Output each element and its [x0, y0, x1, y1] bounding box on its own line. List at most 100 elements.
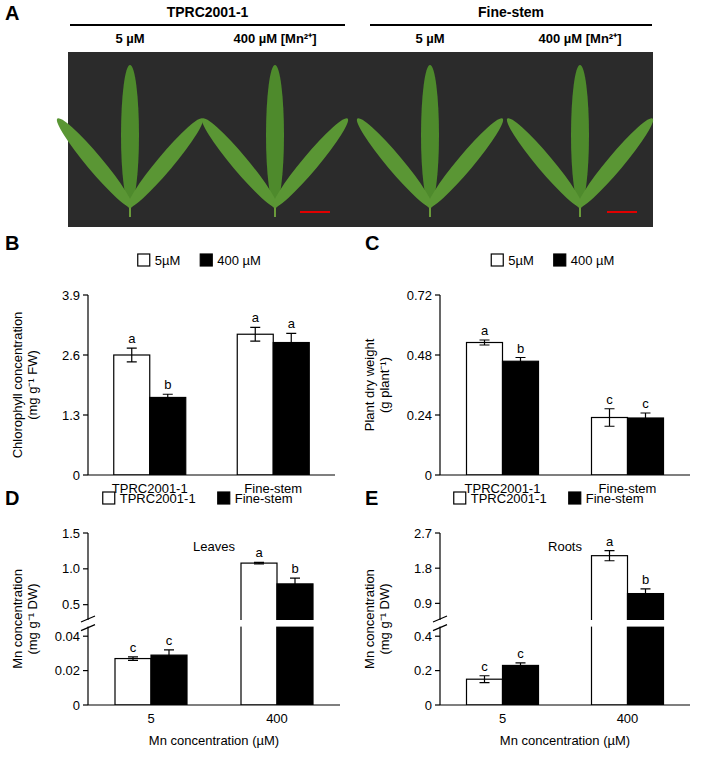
bar [115, 659, 151, 705]
legend-swatch [218, 492, 230, 504]
y-tick [83, 474, 88, 475]
y-tick [83, 294, 88, 295]
y-tick [83, 636, 88, 637]
x-tick-label: 5 [499, 711, 506, 726]
significance-letter: c [481, 659, 488, 674]
leaflet [351, 113, 438, 212]
significance-letter: c [642, 396, 649, 411]
axes: 00.20.40.91.82.75400Mn concentration (µM… [362, 526, 690, 749]
legend-swatch [103, 492, 115, 504]
error-bar [641, 413, 651, 423]
bar [273, 343, 309, 475]
y-tick-label: 3.9 [62, 288, 80, 303]
y-axis-label: Mn concentration(mg g⁻¹ DW) [10, 569, 40, 669]
y-tick [83, 604, 88, 605]
y-tick-label: 0.4 [414, 629, 432, 644]
legend-swatch [454, 492, 466, 504]
y-tick [83, 670, 88, 671]
legend-swatch [491, 254, 503, 266]
chart: C5µM400 µMacbc00.240.480.72TPRC2001-1Fin… [362, 232, 690, 496]
axis-break-mark [433, 616, 447, 631]
panel-letter: D [5, 487, 19, 509]
y-tick [435, 568, 440, 569]
x-axis [88, 704, 340, 705]
axes: 01.32.63.9TPRC2001-1Fine-stemChlorophyll… [10, 288, 335, 497]
legend-swatch [569, 492, 581, 504]
y-tick [435, 704, 440, 705]
y-tick-label: 0.5 [62, 597, 80, 612]
chart: B5µM400 µMaaba01.32.63.9TPRC2001-1Fine-s… [5, 232, 335, 496]
error-bar [290, 578, 300, 589]
y-axis-label-line: (mg g⁻¹ DW) [377, 583, 392, 654]
y-tick-label: 2.7 [414, 526, 432, 541]
y-tick-label: 1.5 [62, 526, 80, 541]
leaflet [571, 65, 589, 205]
y-axis-label: Plant dry weight(g plant⁻¹) [362, 338, 392, 431]
y-tick [83, 568, 88, 569]
legend-swatch [200, 254, 212, 266]
group-label: Fine-stem [478, 4, 544, 20]
photo [68, 52, 653, 227]
y-tick [435, 532, 440, 533]
leaflet [266, 65, 284, 205]
y-axis-label-line: (g plant⁻¹) [377, 357, 392, 413]
significance-letter: b [164, 377, 171, 392]
y-tick-label: 0 [425, 468, 432, 483]
y-tick [435, 474, 440, 475]
error-bar [605, 409, 615, 427]
y-tick [435, 670, 440, 671]
plot-area [114, 327, 310, 475]
group-label: TPRC2001-1 [167, 4, 249, 20]
chart: ETPRC2001-1Fine-stemcacb00.20.40.91.82.7… [362, 487, 690, 748]
plot-area [467, 551, 664, 705]
y-tick-label: 1.3 [62, 408, 80, 423]
significance-letter: b [642, 572, 649, 587]
leaf [51, 65, 209, 217]
leaflet [51, 113, 138, 212]
x-axis-label: Mn concentration (µM) [500, 733, 630, 748]
leaflet [572, 113, 659, 212]
bar-letters: cacb [130, 545, 299, 654]
y-axis-label-line: (mg g⁻¹ FW) [25, 350, 40, 420]
axis-break-gap [80, 620, 340, 627]
y-tick-label: 0 [73, 468, 80, 483]
plot-area [467, 340, 664, 475]
y-tick-label: 0.04 [55, 629, 80, 644]
bar [241, 563, 277, 705]
bar [150, 397, 186, 475]
leaf [196, 65, 354, 217]
y-tick [435, 354, 440, 355]
y-tick [83, 704, 88, 705]
leaf [351, 65, 509, 217]
significance-letter: b [291, 561, 298, 576]
panel-letter: E [365, 487, 378, 509]
leaflet [422, 113, 509, 212]
y-tick-label: 0.02 [55, 663, 80, 678]
y-tick-label: 0.2 [414, 663, 432, 678]
legend-label: TPRC2001-1 [120, 491, 196, 506]
leaflet [421, 65, 439, 205]
y-tick [83, 532, 88, 533]
legend-swatch [138, 254, 150, 266]
figure: ATPRC2001-15 µM400 µM [Mn²⁺]Fine-stem5 µ… [0, 0, 721, 784]
significance-letter: a [128, 331, 136, 346]
y-tick [83, 414, 88, 415]
y-tick-label: 0.48 [407, 348, 432, 363]
error-bar [605, 551, 615, 561]
y-tick-label: 1.8 [414, 561, 432, 576]
bar-letters: aaba [128, 310, 296, 392]
y-axis [439, 295, 440, 475]
y-tick-label: 0.9 [414, 596, 432, 611]
error-bar [286, 333, 296, 351]
significance-letter: a [255, 545, 263, 560]
condition-label: 5 µM [115, 31, 144, 46]
legend: 5µM400 µM [491, 253, 614, 268]
chart: DTPRC2001-1Fine-stemcacb00.020.040.51.01… [5, 487, 340, 748]
error-bar [127, 348, 137, 362]
error-bar [164, 650, 174, 660]
legend-label: TPRC2001-1 [471, 491, 547, 506]
leaf [501, 65, 659, 217]
axes: 00.240.480.72TPRC2001-1Fine-stemPlant dr… [362, 288, 690, 497]
y-tick [435, 603, 440, 604]
y-axis [87, 295, 88, 475]
